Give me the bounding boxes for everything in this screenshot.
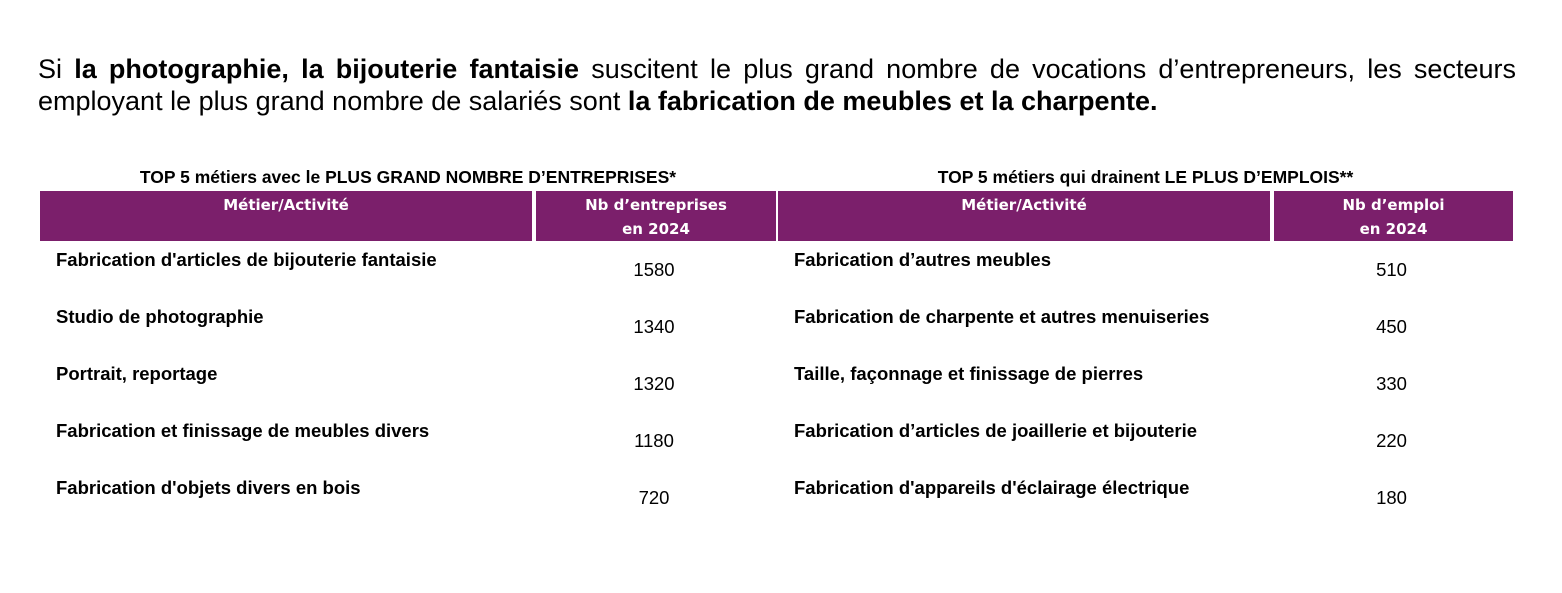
column-header-job-count: Nb d’emploi en 2024 <box>1270 191 1513 241</box>
column-header-line: Nb d’entreprises <box>585 196 727 214</box>
table-row: Fabrication et finissage de meubles dive… <box>40 412 776 469</box>
top5-companies-table: Métier/Activité Nb d’entreprises en 2024 … <box>40 191 776 526</box>
top5-jobs-panel: TOP 5 métiers qui drainent LE PLUS D’EMP… <box>778 163 1513 526</box>
top5-companies-panel: TOP 5 métiers avec le PLUS GRAND NOMBRE … <box>40 163 776 526</box>
table-header-row: Métier/Activité Nb d’emploi en 2024 <box>778 191 1513 241</box>
top5-companies-title: TOP 5 métiers avec le PLUS GRAND NOMBRE … <box>139 167 677 187</box>
table-header-row: Métier/Activité Nb d’entreprises en 2024 <box>40 191 776 241</box>
activity-cell: Fabrication et finissage de meubles dive… <box>56 420 430 441</box>
activity-cell: Fabrication d’articles de joaillerie et … <box>794 420 1198 441</box>
count-cell: 1320 <box>633 373 675 394</box>
intro-text-2: suscitent le plus grand nombre de vocati… <box>38 54 1516 116</box>
intro-paragraph: Si la photographie, la bijouterie fantai… <box>38 53 1516 117</box>
activity-cell: Taille, façonnage et finissage de pierre… <box>794 363 1144 384</box>
table-row: Fabrication d'articles de bijouterie fan… <box>40 241 776 298</box>
table-row: Portrait, reportage 1320 <box>40 355 776 412</box>
count-cell: 720 <box>638 487 670 508</box>
top5-jobs-title: TOP 5 métiers qui drainent LE PLUS D’EMP… <box>937 167 1354 187</box>
activity-cell: Portrait, reportage <box>56 363 218 384</box>
activity-cell: Fabrication d'articles de bijouterie fan… <box>56 249 437 270</box>
activity-cell: Fabrication d'objets divers en bois <box>56 477 361 498</box>
column-header-activity: Métier/Activité <box>40 191 532 241</box>
intro-emphasis-1: la photographie, la bijouterie fantaisie <box>74 54 580 84</box>
intro-text-1: Si <box>38 54 75 84</box>
column-header-activity: Métier/Activité <box>778 191 1270 241</box>
count-cell: 510 <box>1376 259 1407 280</box>
column-header-company-count: Nb d’entreprises en 2024 <box>532 191 776 241</box>
count-cell: 1340 <box>633 316 675 337</box>
count-cell: 450 <box>1376 316 1407 337</box>
top5-jobs-table: Métier/Activité Nb d’emploi en 2024 Fabri… <box>778 191 1513 526</box>
table-row: Studio de photographie 1340 <box>40 298 776 355</box>
activity-cell: Fabrication d’autres meubles <box>794 249 1052 270</box>
column-header-line: Nb d’emploi <box>1342 196 1445 214</box>
table-row: Fabrication de charpente et autres menui… <box>778 298 1513 355</box>
table-row: Taille, façonnage et finissage de pierre… <box>778 355 1513 412</box>
table-row: Fabrication d’articles de joaillerie et … <box>778 412 1513 469</box>
count-cell: 1580 <box>633 259 675 280</box>
intro-emphasis-2: la fabrication de meubles et la charpent… <box>627 86 1158 116</box>
activity-cell: Fabrication d'appareils d'éclairage élec… <box>794 477 1190 498</box>
column-header-line: en 2024 <box>1359 220 1428 238</box>
table-row: Fabrication d'appareils d'éclairage élec… <box>778 469 1513 526</box>
count-cell: 180 <box>1376 487 1407 508</box>
count-cell: 220 <box>1376 430 1407 451</box>
activity-cell: Studio de photographie <box>56 306 264 327</box>
activity-cell: Fabrication de charpente et autres menui… <box>794 306 1210 327</box>
count-cell: 330 <box>1376 373 1407 394</box>
column-header-line: en 2024 <box>622 220 690 238</box>
table-row: Fabrication d’autres meubles 510 <box>778 241 1513 298</box>
table-row: Fabrication d'objets divers en bois 720 <box>40 469 776 526</box>
count-cell: 1180 <box>634 430 674 451</box>
